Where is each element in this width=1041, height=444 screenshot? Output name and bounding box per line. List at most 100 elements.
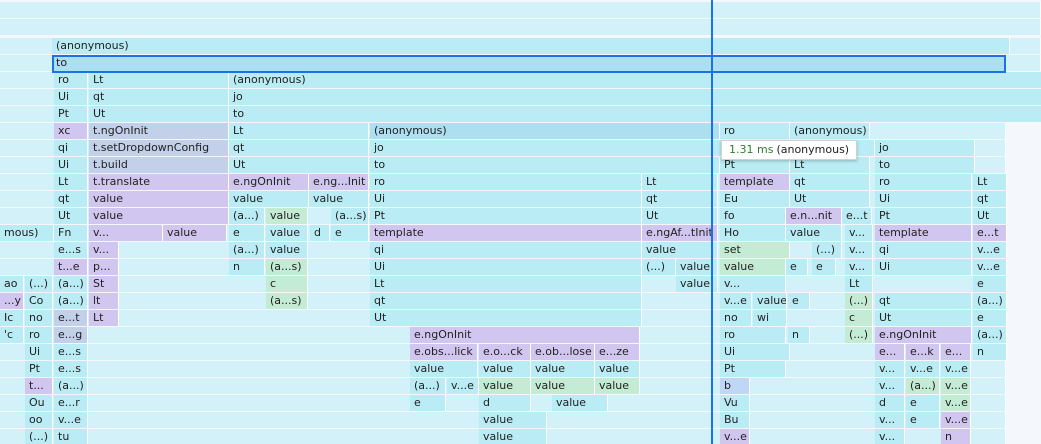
flame-entry[interactable]: v... [845, 242, 873, 258]
flame-entry[interactable]: e...s [54, 242, 88, 258]
flame-entry[interactable]: Bu [720, 412, 750, 428]
flame-entry[interactable]: e...k [906, 344, 940, 360]
flame-entry[interactable]: ro [720, 327, 786, 343]
flame-entry[interactable]: Lt [845, 276, 873, 292]
flame-entry[interactable]: e [786, 259, 808, 275]
flame-entry[interactable]: t.setDropdownConfig [89, 140, 229, 156]
flame-entry[interactable]: v...e [941, 378, 971, 394]
flame-entry[interactable]: Fn [54, 225, 88, 241]
flame-entry[interactable]: v... [845, 225, 873, 241]
flame-entry[interactable]: e...t [842, 208, 872, 224]
flame-entry[interactable]: to [370, 157, 720, 173]
flame-entry[interactable]: Pt [25, 361, 53, 377]
flame-entry[interactable]: p... [89, 259, 119, 275]
flame-entry[interactable]: value [479, 378, 531, 394]
flame-entry[interactable]: value [753, 293, 787, 309]
flame-entry[interactable]: Ui [370, 191, 642, 207]
flame-entry[interactable]: xc [54, 123, 88, 139]
flame-entry[interactable]: t...e [54, 259, 88, 275]
flame-entry[interactable]: Pt [720, 157, 790, 173]
flame-entry[interactable]: Ut [790, 191, 870, 207]
flame-entry[interactable]: e.obs...lick [410, 344, 478, 360]
flame-entry[interactable]: 'c [0, 327, 24, 343]
flame-entry[interactable]: value [479, 412, 547, 428]
flame-entry[interactable]: to [229, 106, 1041, 122]
flame-entry[interactable]: e...t [973, 225, 1007, 241]
flame-entry[interactable]: qi [54, 140, 88, 156]
flame-entry[interactable]: Ut [875, 310, 972, 326]
flame-entry[interactable]: c [266, 276, 308, 292]
flame-entry[interactable]: (a...) [54, 378, 88, 394]
flame-entry[interactable]: value [595, 361, 640, 377]
flame-entry[interactable]: template [875, 225, 972, 241]
flame-entry[interactable]: Vu [720, 395, 750, 411]
flame-entry[interactable]: mous) [0, 225, 54, 241]
flame-entry[interactable]: value [676, 276, 718, 292]
flame-entry[interactable]: value [786, 225, 842, 241]
flame-entry[interactable]: qt [54, 191, 88, 207]
flame-entry[interactable]: t... [25, 378, 53, 394]
flame-entry[interactable]: qt [790, 174, 870, 190]
flame-entry[interactable]: Lt [229, 123, 369, 139]
flame-entry[interactable]: no [720, 310, 752, 326]
flame-entry[interactable]: (a...) [229, 208, 265, 224]
flame-entry[interactable]: v...e [941, 412, 971, 428]
flame-entry[interactable]: (...) [845, 293, 873, 309]
flame-entry[interactable]: lt [89, 293, 119, 309]
flame-entry[interactable]: e [229, 225, 265, 241]
flame-entry[interactable]: value [552, 395, 608, 411]
flame-entry[interactable]: (a...s) [331, 208, 369, 224]
flame-entry[interactable]: (a...) [973, 293, 1007, 309]
flame-entry[interactable]: Ut [370, 310, 642, 326]
flame-entry[interactable]: e.ngAf...tInit [642, 225, 718, 241]
flame-entry[interactable]: e...ze [595, 344, 640, 360]
flame-entry[interactable]: template [720, 174, 790, 190]
flame-entry[interactable]: oo [25, 412, 53, 428]
flame-entry[interactable]: fo [720, 208, 786, 224]
flame-entry[interactable]: (...) [812, 242, 842, 258]
flame-entry[interactable]: qt [89, 89, 229, 105]
flame-entry[interactable]: Lt [370, 276, 642, 292]
flame-entry[interactable]: v...e [906, 361, 940, 377]
flame-entry[interactable]: value [266, 225, 308, 241]
flame-entry[interactable]: Ui [54, 89, 88, 105]
flame-entry[interactable]: ao [0, 276, 24, 292]
flame-entry[interactable]: jo [229, 89, 1041, 105]
flame-entry[interactable]: v... [720, 276, 786, 292]
flame-entry[interactable]: Lt [54, 174, 88, 190]
flame-entry[interactable]: (anonymous) [229, 72, 1041, 88]
flame-entry[interactable]: v... [89, 225, 163, 241]
flame-entry[interactable]: St [89, 276, 119, 292]
flame-entry[interactable]: Pt [54, 106, 88, 122]
flame-entry[interactable]: Ut [642, 208, 718, 224]
flame-entry[interactable]: e.ngOnInit [875, 327, 972, 343]
flame-entry[interactable]: t.translate [89, 174, 229, 190]
flame-entry[interactable]: (...) [25, 276, 53, 292]
flame-entry[interactable]: v... [845, 259, 873, 275]
flame-entry[interactable]: Co [25, 293, 53, 309]
flame-entry[interactable]: value [163, 225, 227, 241]
flame-entry[interactable]: qt [642, 191, 718, 207]
flame-entry[interactable]: t.ngOnInit [89, 123, 229, 139]
flame-entry[interactable]: Ui [720, 344, 790, 360]
flame-entry[interactable]: e...t [54, 310, 88, 326]
flame-entry[interactable]: qt [370, 293, 642, 309]
flame-entry[interactable]: n [973, 344, 1007, 360]
flame-entry[interactable]: v... [875, 429, 905, 444]
flame-entry[interactable]: Ui [25, 344, 53, 360]
flame-entry[interactable]: value [720, 259, 786, 275]
flame-entry[interactable]: e [906, 395, 940, 411]
flame-entry[interactable]: jo [875, 140, 975, 156]
flame-entry[interactable]: value [266, 208, 308, 224]
flame-entry[interactable]: e [973, 310, 1007, 326]
flame-entry[interactable]: Lt [89, 310, 119, 326]
flame-entry[interactable]: b [720, 378, 750, 394]
flame-entry[interactable]: v...e [54, 412, 88, 428]
flame-entry[interactable]: (anonymous) [52, 38, 1010, 54]
flame-entry[interactable]: n [941, 429, 971, 444]
flame-entry[interactable]: Ut [54, 208, 88, 224]
flame-entry[interactable]: (...) [642, 259, 676, 275]
flame-entry[interactable]: v... [875, 412, 905, 428]
flame-entry[interactable]: e.ngOnInit [229, 174, 309, 190]
